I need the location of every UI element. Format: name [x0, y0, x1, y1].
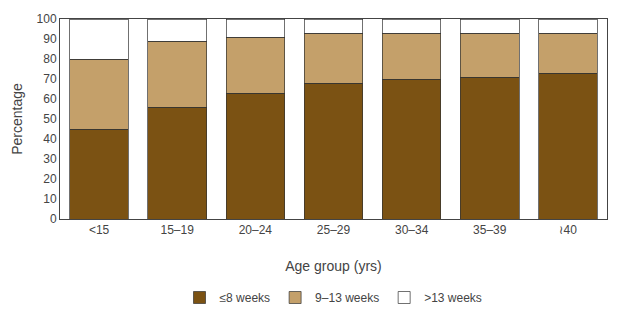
svg-text:40: 40: [43, 132, 57, 146]
svg-text:0: 0: [50, 212, 57, 226]
svg-text:80: 80: [43, 52, 57, 66]
svg-text:60: 60: [43, 92, 57, 106]
svg-text:<15: <15: [89, 223, 110, 237]
svg-text:≤8 weeks: ≤8 weeks: [220, 291, 271, 305]
svg-text:50: 50: [43, 112, 57, 126]
svg-text:90: 90: [43, 32, 57, 46]
svg-text:70: 70: [43, 72, 57, 86]
svg-text:25–29: 25–29: [317, 223, 351, 237]
svg-text:Age group (yrs): Age group (yrs): [285, 258, 381, 274]
svg-text:15–19: 15–19: [161, 223, 195, 237]
svg-text:35–39: 35–39: [473, 223, 507, 237]
svg-text:10: 10: [43, 192, 57, 206]
svg-text:30: 30: [43, 152, 57, 166]
svg-text:20: 20: [43, 172, 57, 186]
svg-text:≀40: ≀40: [559, 223, 577, 237]
svg-text:>13 weeks: >13 weeks: [424, 291, 482, 305]
svg-text:100: 100: [37, 12, 57, 26]
svg-text:30–34: 30–34: [395, 223, 429, 237]
svg-text:9–13 weeks: 9–13 weeks: [315, 291, 379, 305]
svg-text:20–24: 20–24: [239, 223, 273, 237]
svg-text:Percentage: Percentage: [9, 83, 25, 155]
